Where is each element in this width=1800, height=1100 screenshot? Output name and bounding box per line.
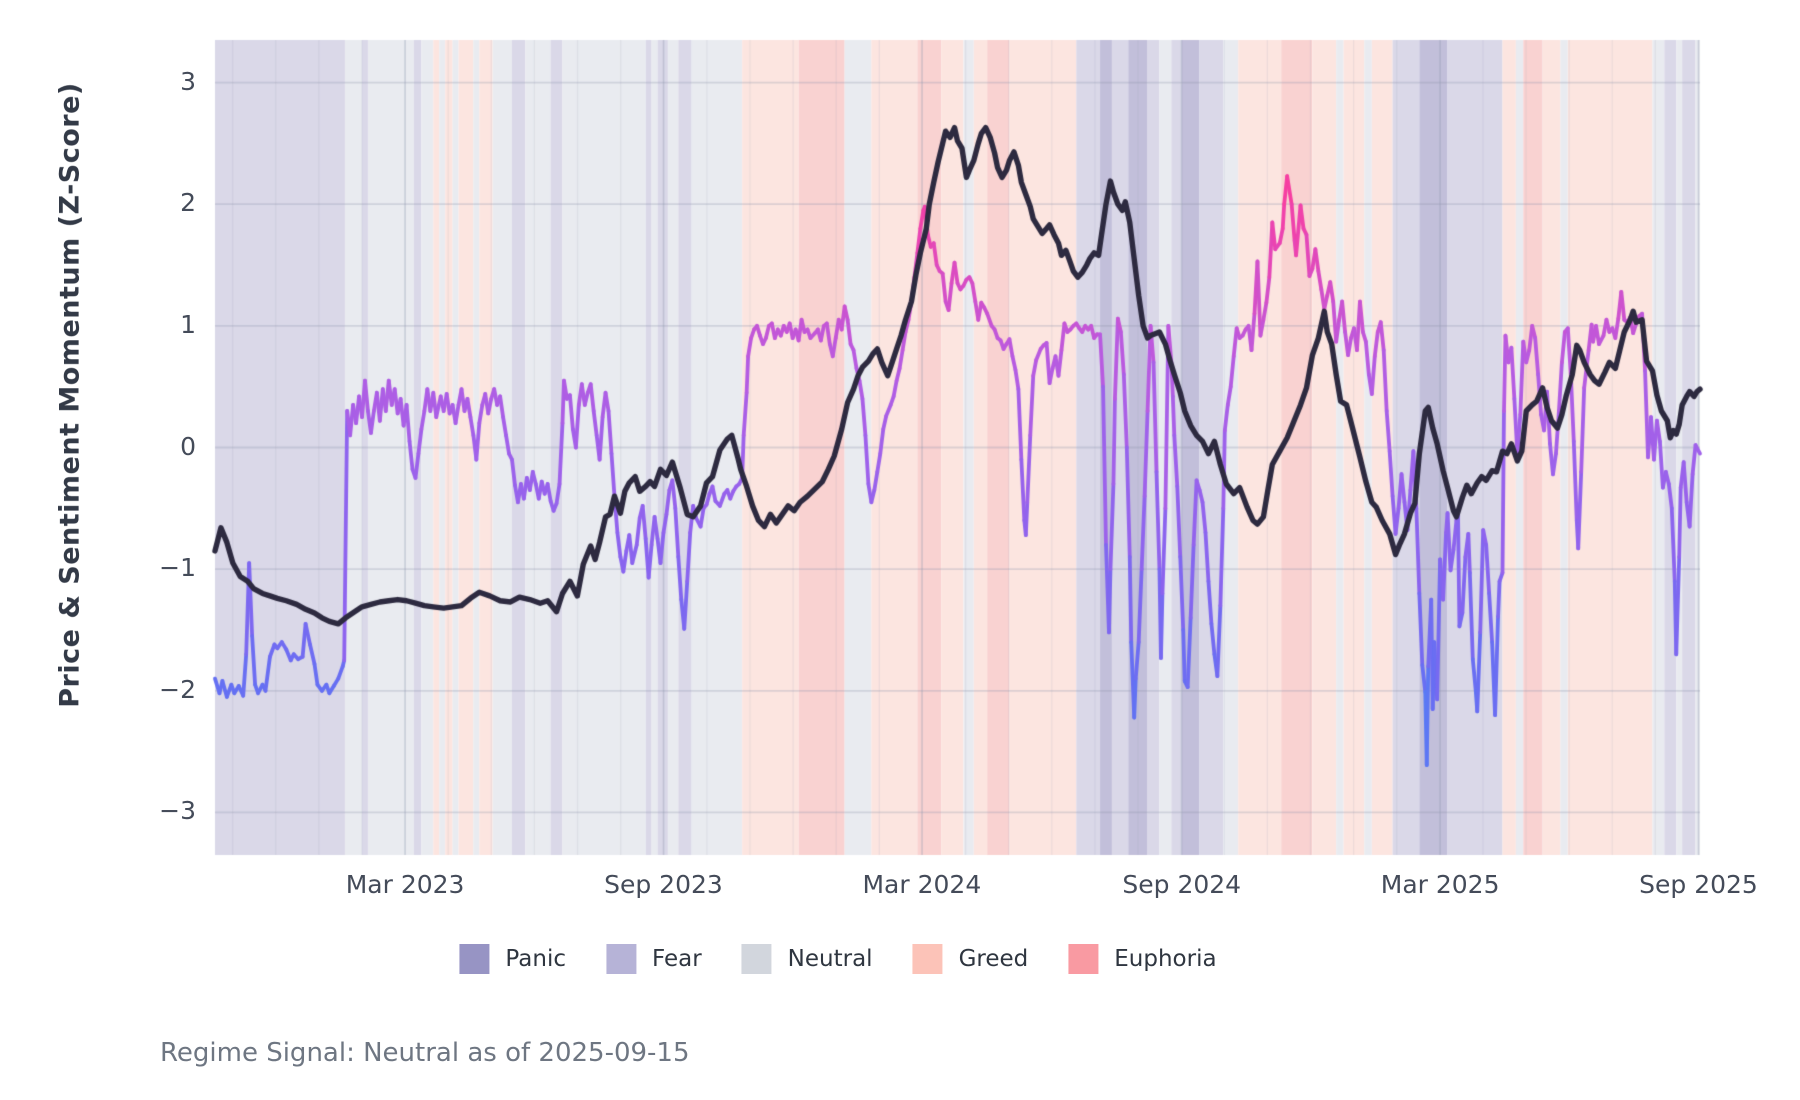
legend-item-fear: Fear	[605, 944, 702, 974]
legend-swatch-euphoria-icon	[1068, 944, 1099, 974]
y-tick-label: 2	[180, 188, 196, 218]
legend-item-neutral: Neutral	[741, 944, 873, 974]
regime-legend: Panic Fear Neutral Greed Euphoria	[459, 944, 1217, 974]
y-tick-label: −3	[159, 796, 196, 826]
y-tick-label: 1	[180, 309, 196, 339]
regime-signal-note: Regime Signal: Neutral as of 2025-09-15	[160, 1038, 690, 1068]
legend-item-greed: Greed	[912, 944, 1029, 974]
legend-label: Fear	[651, 946, 702, 972]
x-tick-label: Sep 2025	[1639, 870, 1758, 899]
legend-label: Neutral	[787, 946, 873, 972]
x-tick-label: Sep 2024	[1122, 870, 1242, 899]
legend-item-panic: Panic	[459, 944, 566, 974]
legend-swatch-fear-icon	[605, 944, 636, 974]
x-tick-label: Mar 2025	[1380, 870, 1500, 899]
legend-swatch-panic-icon	[459, 944, 490, 974]
legend-swatch-neutral-icon	[741, 944, 772, 974]
legend-label: Panic	[505, 946, 566, 972]
x-tick-label: Sep 2023	[604, 870, 723, 899]
y-axis-title: Price & Sentiment Momentum (Z-Score)	[54, 82, 86, 708]
x-tick-label: Mar 2024	[862, 870, 982, 899]
x-tick-label: Mar 2023	[345, 870, 465, 899]
y-tick-label: 0	[180, 431, 196, 461]
legend-label: Euphoria	[1114, 946, 1217, 972]
legend-label: Greed	[958, 946, 1029, 972]
legend-swatch-greed-icon	[912, 944, 943, 974]
y-tick-label: −2	[159, 674, 196, 704]
legend-item-euphoria: Euphoria	[1068, 944, 1217, 974]
y-tick-label: 3	[180, 66, 196, 96]
y-tick-label: −1	[159, 553, 196, 583]
